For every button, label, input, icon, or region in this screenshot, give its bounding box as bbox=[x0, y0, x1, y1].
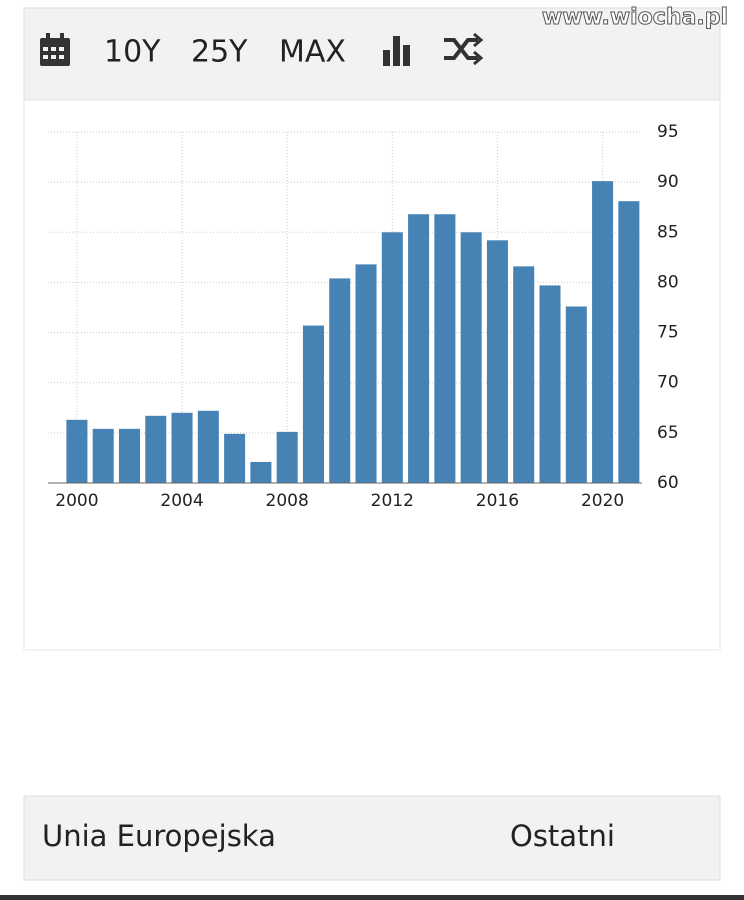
bar bbox=[224, 433, 246, 483]
range-button[interactable]: 25Y bbox=[191, 35, 248, 70]
calendar-icon[interactable] bbox=[40, 33, 70, 66]
bar bbox=[66, 419, 88, 483]
shuffle-icon[interactable] bbox=[444, 32, 484, 66]
y-tick-label: 90 bbox=[657, 172, 679, 192]
bar bbox=[171, 412, 193, 483]
bar bbox=[355, 264, 377, 483]
bar bbox=[92, 428, 114, 483]
bar bbox=[329, 278, 351, 483]
bar bbox=[434, 214, 456, 483]
bar bbox=[618, 201, 640, 483]
bar bbox=[118, 428, 140, 483]
bar bbox=[460, 232, 482, 483]
bar bbox=[381, 232, 403, 483]
plot: 60 65 70 75 80 85 90 95 2000 2004 2008 2012 2016 2020 bbox=[48, 122, 679, 511]
bar bbox=[197, 410, 219, 483]
x-tick-label: 2012 bbox=[371, 491, 414, 511]
y-tick-label: 70 bbox=[657, 373, 679, 393]
bar bbox=[539, 285, 561, 483]
x-tick-label: 2000 bbox=[55, 491, 98, 511]
table-header-cell: Ostatni bbox=[510, 819, 615, 853]
bar-chart-icon[interactable] bbox=[383, 36, 410, 66]
bar bbox=[565, 306, 587, 483]
bar bbox=[276, 431, 298, 483]
y-tick-label: 65 bbox=[657, 423, 679, 443]
toolbar bbox=[23, 7, 721, 101]
x-tick-label: 2020 bbox=[581, 491, 624, 511]
y-tick-label: 80 bbox=[657, 272, 679, 292]
bar bbox=[486, 240, 508, 483]
bar bbox=[250, 461, 272, 483]
watermark: www.wiocha.pl bbox=[542, 5, 728, 30]
bar bbox=[408, 214, 430, 483]
bottom-bar bbox=[0, 895, 744, 900]
x-tick-label: 2008 bbox=[266, 491, 309, 511]
table-header-cell: Unia Europejska bbox=[42, 819, 276, 853]
x-tick-label: 2004 bbox=[160, 491, 203, 511]
bar bbox=[592, 181, 614, 483]
bar bbox=[302, 325, 324, 483]
y-tick-label: 85 bbox=[657, 222, 679, 242]
table-header bbox=[23, 795, 721, 881]
bar bbox=[513, 266, 535, 483]
y-tick-label: 75 bbox=[657, 323, 679, 343]
x-tick-label: 2016 bbox=[476, 491, 519, 511]
range-button[interactable]: 10Y bbox=[104, 35, 161, 70]
y-tick-label: 60 bbox=[657, 473, 679, 493]
range-button[interactable]: MAX bbox=[279, 35, 346, 70]
y-tick-label: 95 bbox=[657, 122, 679, 142]
bar bbox=[145, 415, 167, 483]
